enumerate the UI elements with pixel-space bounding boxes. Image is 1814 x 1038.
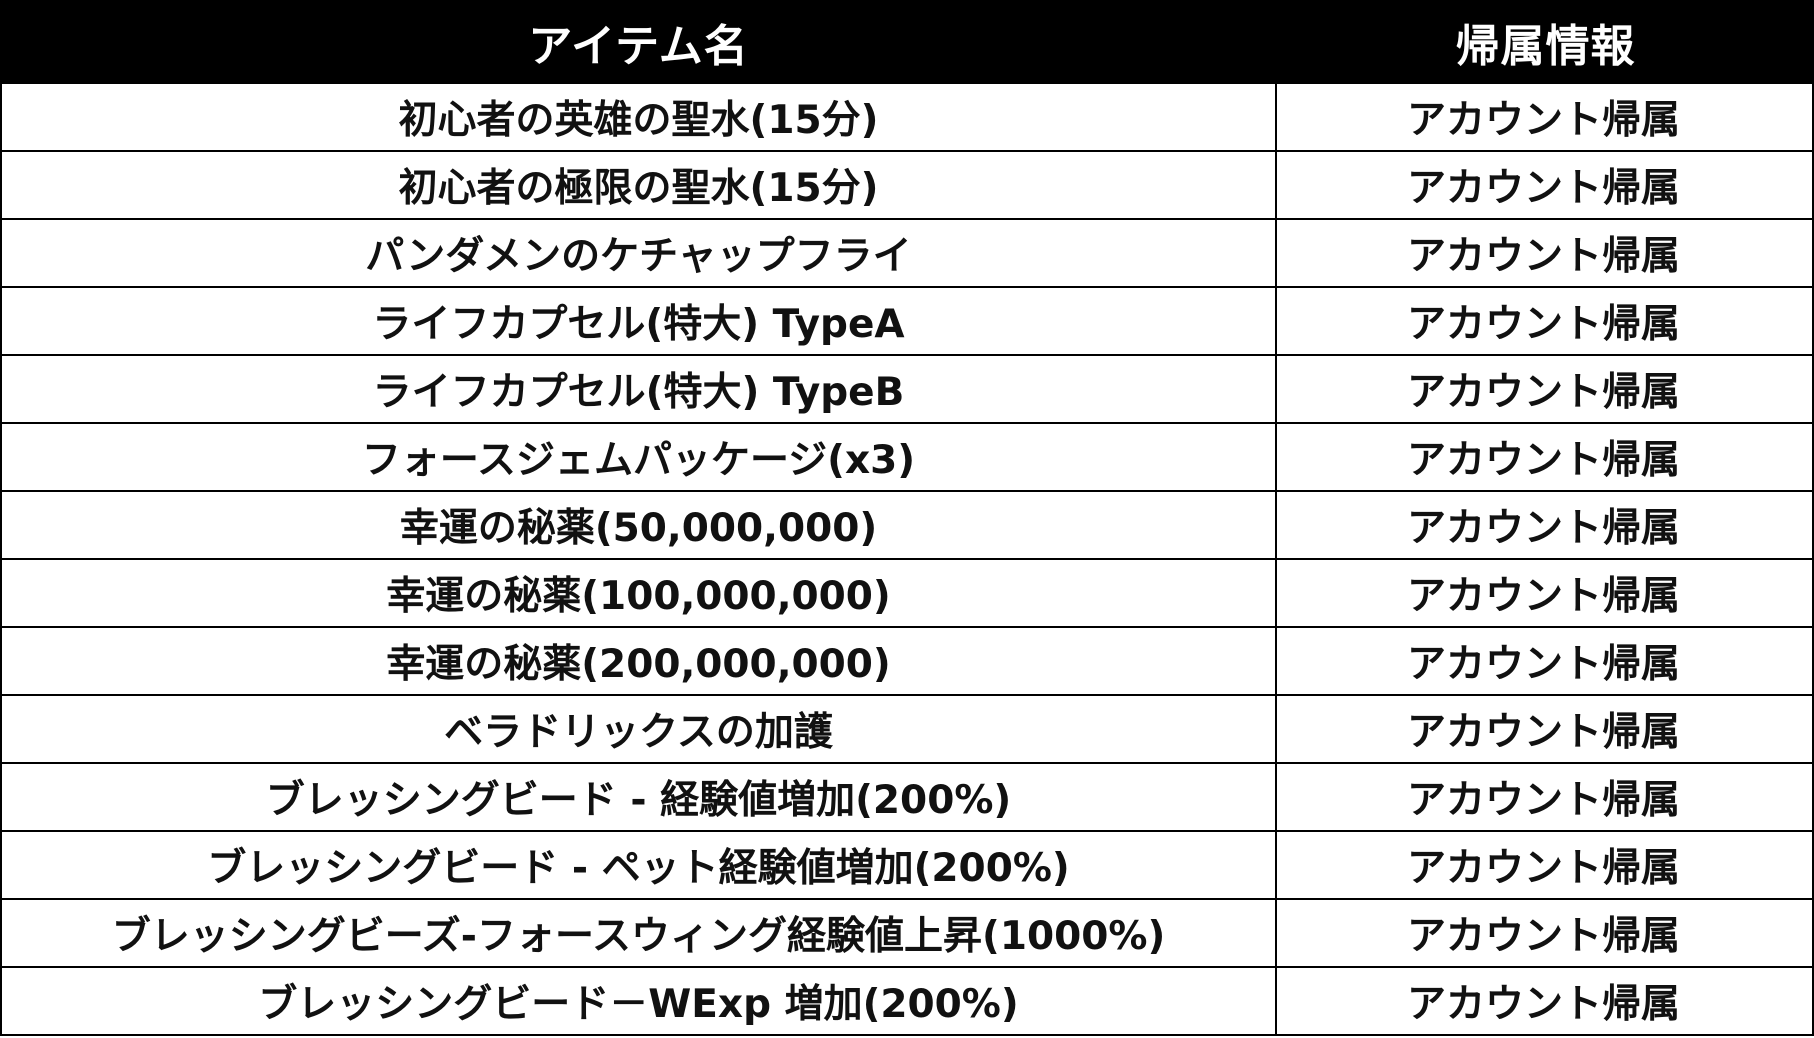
table-row: ブレッシングビード - 経験値増加(200%) アカウント帰属 — [2, 764, 1812, 832]
table-row: 幸運の秘薬(100,000,000) アカウント帰属 — [2, 560, 1812, 628]
table-row: パンダメンのケチャップフライ アカウント帰属 — [2, 220, 1812, 288]
table-row: ベラドリックスの加護 アカウント帰属 — [2, 696, 1812, 764]
binding-cell: アカウント帰属 — [1406, 98, 1680, 143]
table-row: 初心者の極限の聖水(15分) アカウント帰属 — [2, 152, 1812, 220]
item-name-cell: 幸運の秘薬(200,000,000) — [2, 628, 1277, 694]
binding-cell: アカウント帰属 — [1406, 778, 1680, 823]
binding-cell: アカウント帰属 — [1406, 234, 1680, 279]
table-row: ライフカプセル(特大) TypeB アカウント帰属 — [2, 356, 1812, 424]
binding-cell: アカウント帰属 — [1406, 166, 1680, 211]
table-row: ブレッシングビード - ペット経験値増加(200%) アカウント帰属 — [2, 832, 1812, 900]
item-name-cell: ブレッシングビード - 経験値増加(200%) — [2, 764, 1277, 830]
item-name-cell: 幸運の秘薬(100,000,000) — [2, 560, 1277, 626]
item-name-cell: パンダメンのケチャップフライ — [2, 220, 1277, 286]
table-row: 初心者の英雄の聖水(15分) アカウント帰属 — [2, 84, 1812, 152]
binding-cell: アカウント帰属 — [1406, 846, 1680, 891]
item-name-cell: 初心者の英雄の聖水(15分) — [2, 84, 1277, 150]
table-row: フォースジェムパッケージ(x3) アカウント帰属 — [2, 424, 1812, 492]
table-body: 初心者の英雄の聖水(15分) アカウント帰属 初心者の極限の聖水(15分) アカ… — [0, 84, 1814, 1036]
item-name-cell: ブレッシングビード－WExp 増加(200%) — [2, 968, 1277, 1034]
binding-cell: アカウント帰属 — [1406, 914, 1680, 959]
table-row: ブレッシングビーズ-フォースウィング経験値上昇(1000%) アカウント帰属 — [2, 900, 1812, 968]
binding-cell: アカウント帰属 — [1406, 302, 1680, 347]
item-name-cell: ブレッシングビーズ-フォースウィング経験値上昇(1000%) — [2, 900, 1277, 966]
table-row: 幸運の秘薬(50,000,000) アカウント帰属 — [2, 492, 1812, 560]
item-name-cell: ベラドリックスの加護 — [2, 696, 1277, 762]
binding-cell: アカウント帰属 — [1406, 370, 1680, 415]
table-row: ライフカプセル(特大) TypeA アカウント帰属 — [2, 288, 1812, 356]
item-name-cell: ブレッシングビード - ペット経験値増加(200%) — [2, 832, 1277, 898]
binding-cell: アカウント帰属 — [1406, 438, 1680, 483]
item-name-cell: フォースジェムパッケージ(x3) — [2, 424, 1277, 490]
binding-cell: アカウント帰属 — [1406, 982, 1680, 1027]
binding-cell: アカウント帰属 — [1406, 574, 1680, 619]
item-name-cell: 幸運の秘薬(50,000,000) — [2, 492, 1277, 558]
table-row: 幸運の秘薬(200,000,000) アカウント帰属 — [2, 628, 1812, 696]
binding-cell: アカウント帰属 — [1406, 710, 1680, 755]
table-row: ブレッシングビード－WExp 増加(200%) アカウント帰属 — [2, 968, 1812, 1036]
item-name-cell: ライフカプセル(特大) TypeB — [2, 356, 1277, 422]
item-name-cell: ライフカプセル(特大) TypeA — [2, 288, 1277, 354]
table-header: アイテム名 帰属情報 — [0, 0, 1814, 84]
item-name-cell: 初心者の極限の聖水(15分) — [2, 152, 1277, 218]
binding-cell: アカウント帰属 — [1406, 506, 1680, 551]
binding-cell: アカウント帰属 — [1406, 642, 1680, 687]
header-binding-info: 帰属情報 — [1455, 21, 1636, 72]
header-item-name: アイテム名 — [528, 21, 749, 72]
